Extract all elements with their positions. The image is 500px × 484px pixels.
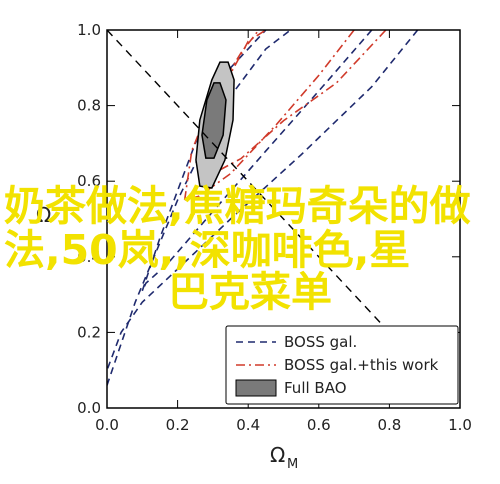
legend-box [225, 325, 459, 405]
x-tick-label: 0.0 [95, 416, 119, 434]
y-tick-label: 0.6 [77, 172, 101, 190]
contour [183, 30, 355, 201]
overlay-line: 奶茶做法,焦糖玛奇朵的做 [4, 182, 471, 230]
x-tick-label: 0.8 [377, 416, 401, 434]
x-tick-label: 0.6 [307, 416, 331, 434]
y-tick-label: 0.2 [77, 323, 101, 341]
y-tick-label: 0.8 [77, 97, 101, 115]
contour [107, 30, 419, 386]
x-tick-label: 1.0 [448, 416, 472, 434]
legend-label: Full BAO [284, 379, 347, 397]
x-axis-label-sub: M [287, 457, 298, 472]
contour [201, 82, 227, 159]
plot-frame [106, 29, 461, 409]
legend-label: BOSS gal.+this work [284, 356, 439, 374]
plot [107, 30, 460, 408]
y-tick-label: 0.0 [77, 399, 101, 417]
x-tick-label: 0.2 [166, 416, 190, 434]
y-tick-label: 0.4 [77, 248, 101, 266]
x-tick-label: 0.4 [236, 416, 260, 434]
y-axis-label: Ω [36, 203, 51, 227]
overlay-line: 巴克菜单 [168, 268, 332, 316]
y-tick-label: 1.0 [77, 21, 101, 39]
legend: BOSS gal. BOSS gal.+this work Full BAO [225, 325, 459, 405]
x-axis-label: Ω [270, 443, 285, 467]
reference-line [107, 30, 460, 408]
overlay-line: 法,50岚,,深咖啡色,星 [4, 226, 411, 274]
legend-label: BOSS gal. [284, 333, 357, 351]
legend-swatch [235, 379, 277, 397]
